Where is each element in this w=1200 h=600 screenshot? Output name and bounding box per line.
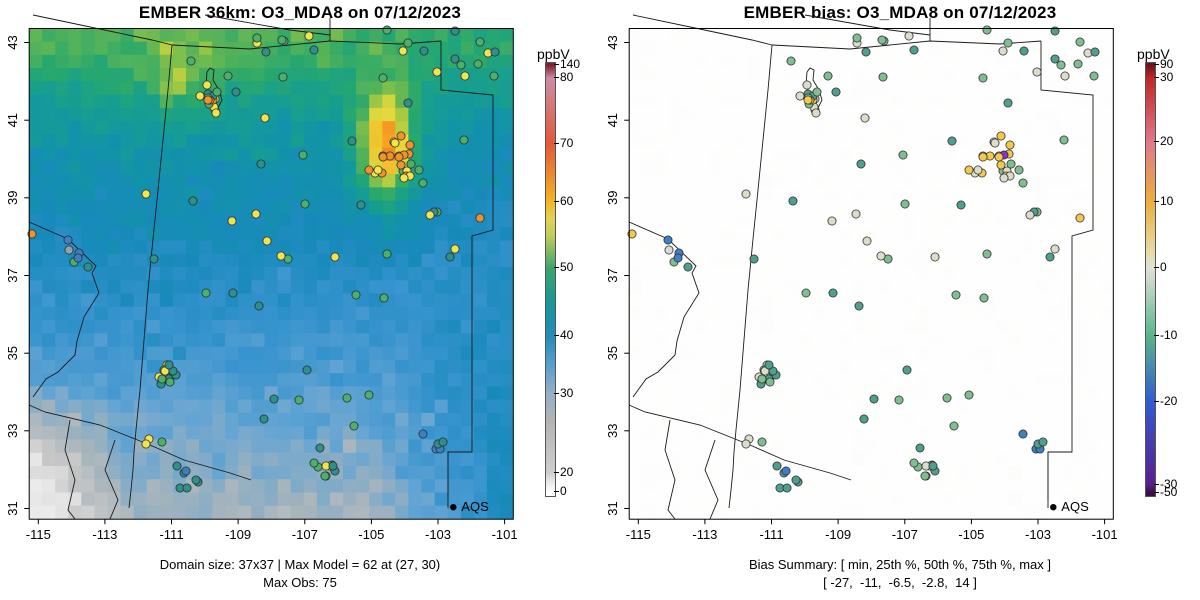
svg-text:41: 41 <box>5 113 20 127</box>
svg-text:AQS: AQS <box>1061 499 1089 514</box>
svg-text:33: 33 <box>605 424 620 438</box>
svg-text:-109: -109 <box>225 527 251 542</box>
svg-text:-107: -107 <box>292 527 318 542</box>
svg-text:AQS: AQS <box>461 499 489 514</box>
svg-text:-113: -113 <box>92 527 117 542</box>
svg-text:35: 35 <box>605 346 620 360</box>
svg-text:-111: -111 <box>159 527 183 542</box>
svg-text:-105: -105 <box>958 527 984 542</box>
svg-text:41: 41 <box>605 113 620 127</box>
svg-text:-109: -109 <box>825 527 851 542</box>
svg-text:-103: -103 <box>1025 527 1051 542</box>
svg-text:43: 43 <box>5 35 20 49</box>
svg-text:39: 39 <box>605 191 620 205</box>
svg-text:43: 43 <box>605 35 620 49</box>
svg-text:35: 35 <box>5 346 20 360</box>
svg-text:31: 31 <box>605 501 620 515</box>
svg-text:-101: -101 <box>1092 527 1118 542</box>
svg-text:-103: -103 <box>425 527 451 542</box>
svg-text:33: 33 <box>5 424 20 438</box>
svg-text:-111: -111 <box>759 527 783 542</box>
svg-text:-101: -101 <box>492 527 518 542</box>
svg-text:-113: -113 <box>692 527 717 542</box>
svg-text:37: 37 <box>605 268 620 282</box>
svg-text:39: 39 <box>5 191 20 205</box>
svg-text:-115: -115 <box>26 527 51 542</box>
svg-text:37: 37 <box>5 268 20 282</box>
svg-text:31: 31 <box>5 501 20 515</box>
svg-text:-107: -107 <box>892 527 918 542</box>
svg-text:-105: -105 <box>358 527 384 542</box>
svg-text:-115: -115 <box>626 527 651 542</box>
